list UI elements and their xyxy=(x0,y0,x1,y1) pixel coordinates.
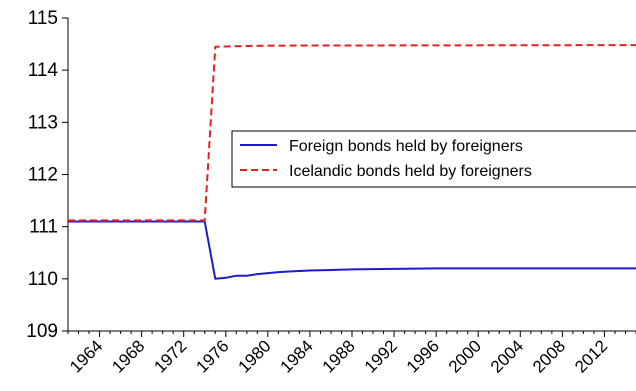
x-tick-label: 1984 xyxy=(277,336,317,376)
y-tick-label: 112 xyxy=(28,165,58,186)
y-tick-label: 114 xyxy=(28,60,59,81)
x-tick-label: 1964 xyxy=(66,336,106,376)
y-tick-label: 110 xyxy=(28,269,58,290)
y-tick-label: 111 xyxy=(29,217,58,238)
legend: Foreign bonds held by foreigners Iceland… xyxy=(231,130,636,188)
y-tick-label: 113 xyxy=(28,112,58,133)
series-line-foreign xyxy=(68,220,636,280)
x-tick-label: 1992 xyxy=(361,336,401,376)
legend-box xyxy=(231,130,636,188)
x-tick-label: 1988 xyxy=(319,336,359,376)
y-tick-label: 109 xyxy=(26,321,58,342)
x-tick-label: 2008 xyxy=(529,336,569,376)
x-tick-label: 1980 xyxy=(234,336,274,376)
series-lines xyxy=(68,44,636,280)
x-tick-label: 2000 xyxy=(445,336,485,376)
x-tick-label: 1996 xyxy=(403,336,443,376)
x-tick-label: 2004 xyxy=(487,336,527,376)
x-tick-label: 1972 xyxy=(150,336,190,376)
x-tick-label: 1968 xyxy=(108,336,148,376)
x-tick-label: 1976 xyxy=(192,336,232,376)
legend-label-foreign: Foreign bonds held by foreigners xyxy=(289,138,523,155)
x-tick-label: 2012 xyxy=(571,336,611,376)
y-tick-label: 115 xyxy=(28,8,58,29)
series-line-icelandic xyxy=(68,44,636,222)
legend-label-icelandic: Icelandic bonds held by foreigners xyxy=(289,163,532,180)
